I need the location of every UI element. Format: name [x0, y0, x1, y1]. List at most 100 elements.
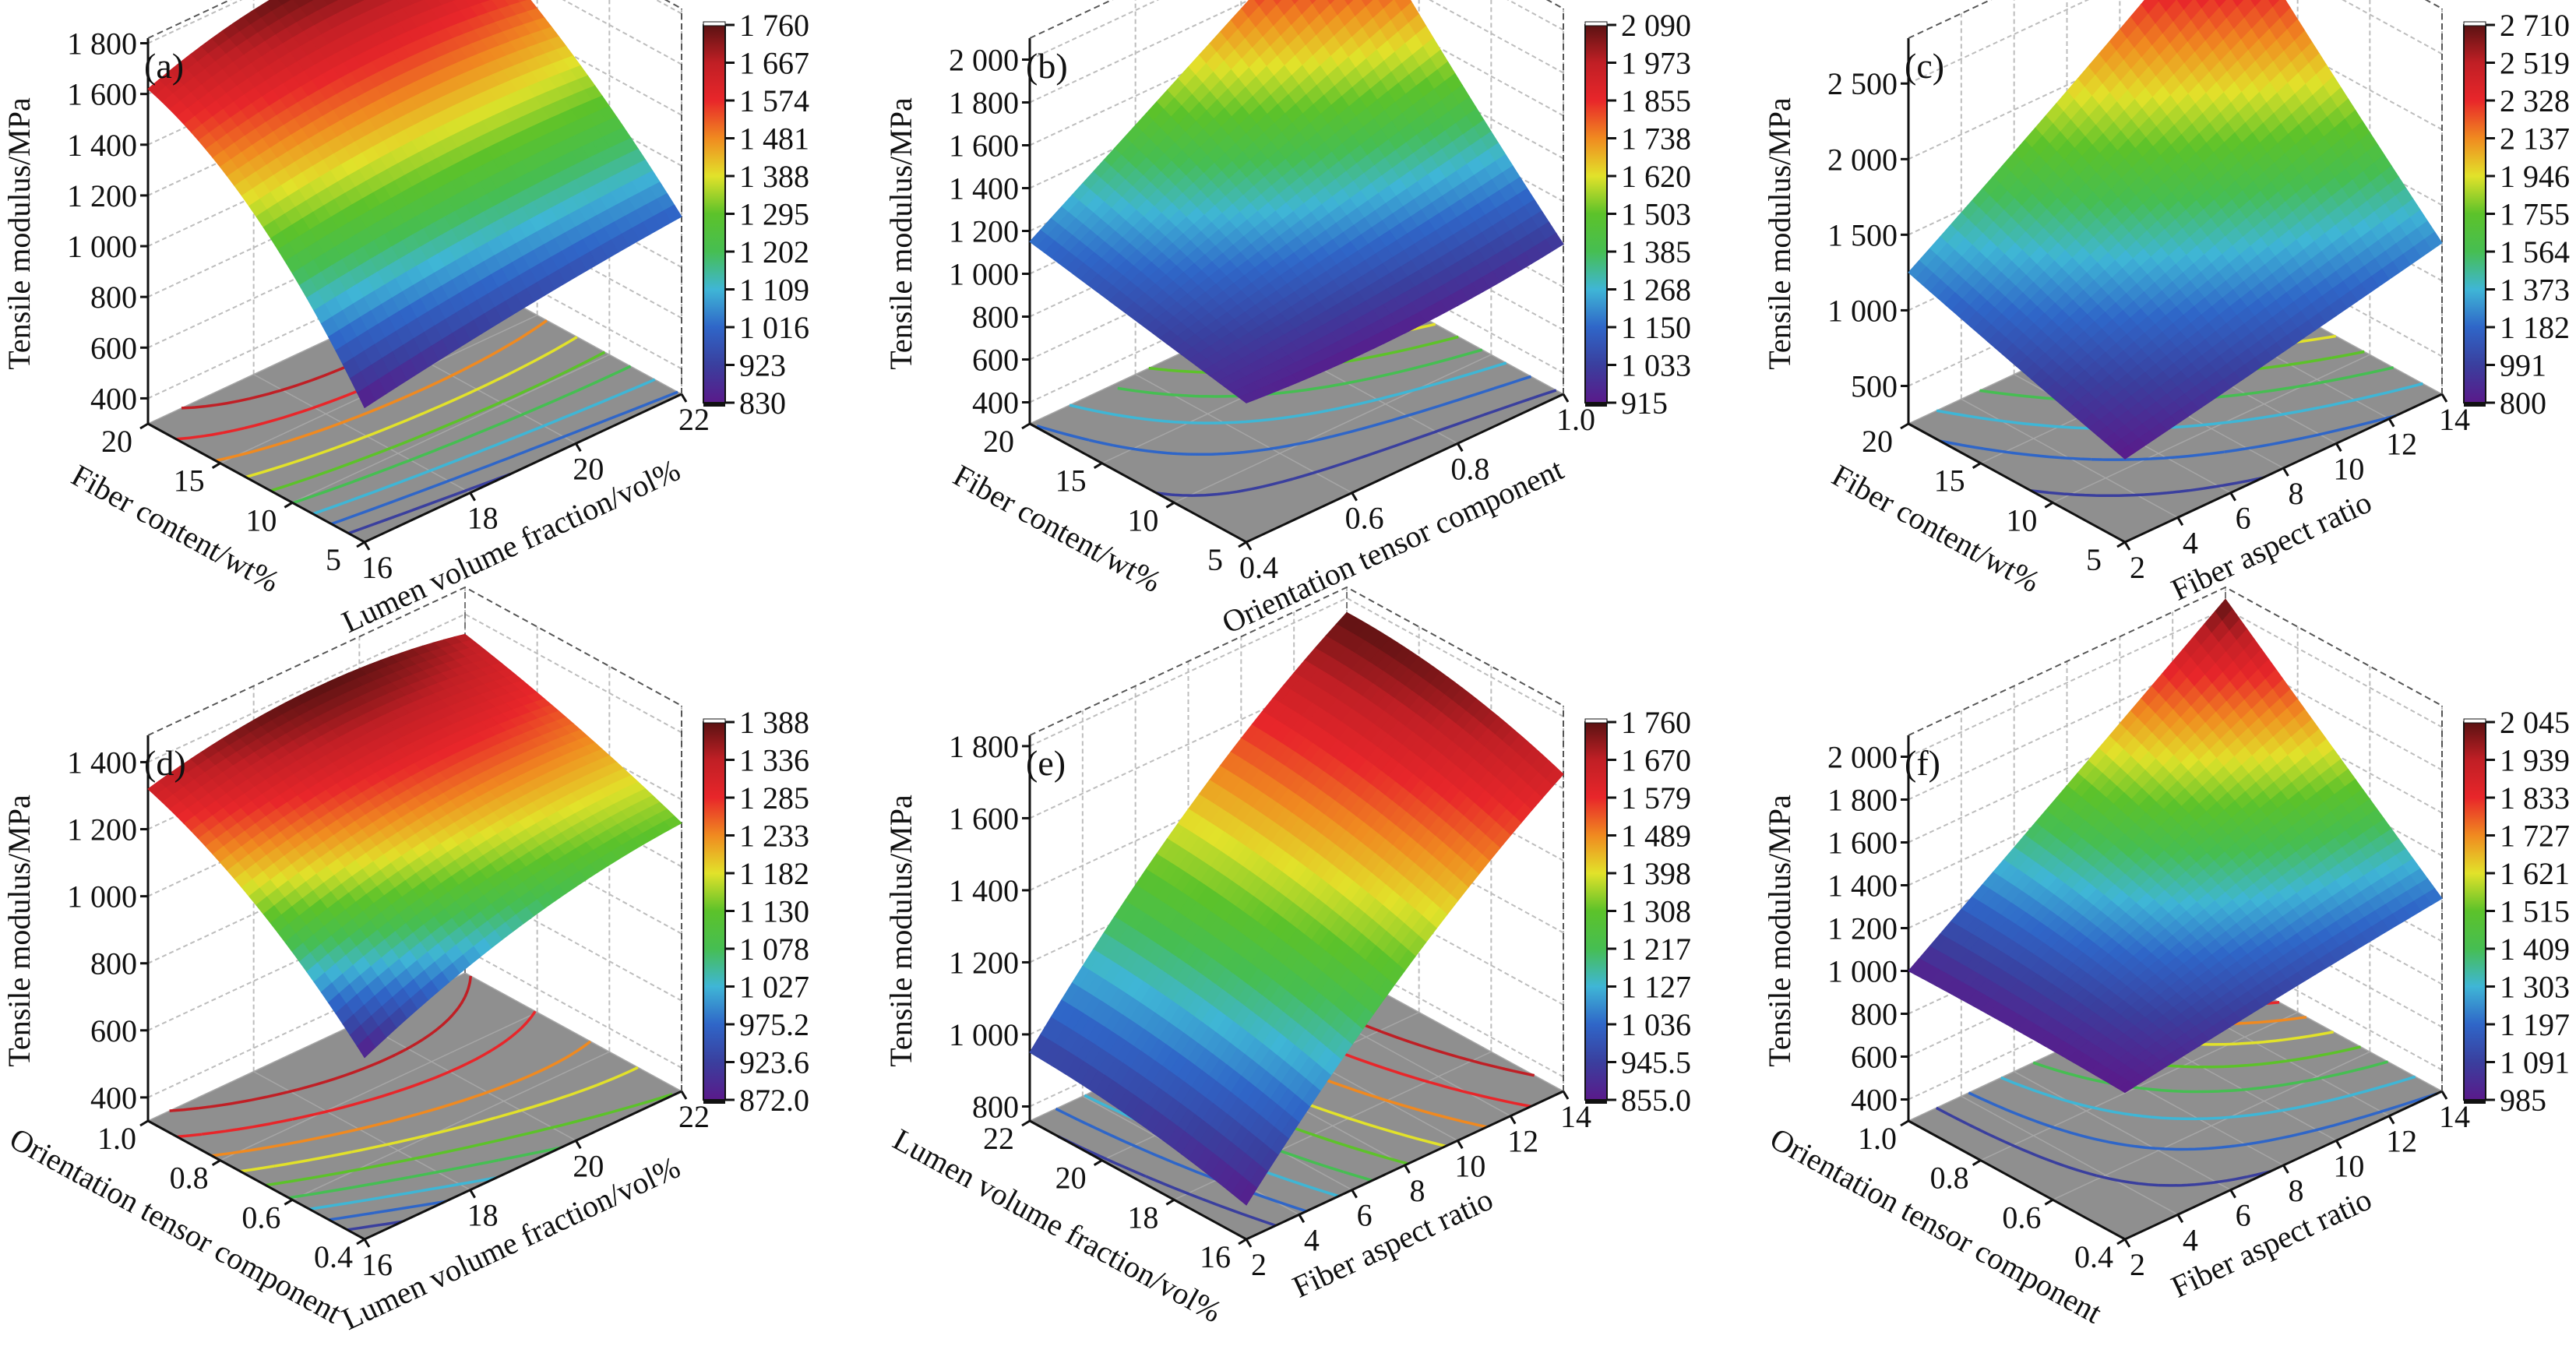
colorbar-label: 1 620	[1621, 159, 1691, 194]
floor-gridline	[253, 374, 471, 494]
colorbar	[1584, 24, 1608, 403]
y-tick-label: 1.0	[97, 1121, 136, 1156]
y-tick-label: 10	[2006, 502, 2037, 537]
y-tick-mark	[2044, 502, 2054, 509]
colorbar-label: 1 670	[1621, 743, 1691, 778]
y-tick-mark	[1238, 1238, 1247, 1246]
colorbar-label: 872.0	[739, 1083, 809, 1118]
x-tick-mark	[1457, 442, 1464, 453]
colorbar-min-cap	[703, 403, 725, 407]
z-tick-label: 800	[972, 300, 1019, 335]
y-tick-mark	[211, 1159, 221, 1166]
x-tick-mark	[575, 442, 582, 453]
x-tick-label: 12	[2386, 427, 2417, 462]
x-tick-mark	[2123, 541, 2131, 551]
x-tick-label: 8	[2289, 476, 2304, 511]
z-tick-label: 600	[90, 1013, 137, 1048]
z-tick-label: 600	[972, 343, 1019, 378]
z-tick-label: 1 000	[1827, 293, 1898, 328]
floor-gridline	[292, 354, 610, 504]
z-tick-label: 1 800	[949, 86, 1019, 121]
y-tick-mark	[356, 541, 365, 548]
colorbar-label: 1 373	[2500, 273, 2570, 308]
x-tick-mark	[1562, 1091, 1570, 1100]
colorbar-max-cap	[1584, 21, 1608, 26]
z-axis-title: Tensile modulus/MPa	[883, 97, 918, 370]
colorbar-label: 1 285	[739, 780, 809, 816]
colorbar-label: 2 328	[2500, 83, 2570, 118]
z-tick-label: 400	[972, 386, 1019, 421]
z-tick-label: 1 800	[67, 26, 137, 62]
y-tick-label: 5	[326, 542, 341, 577]
x-tick-mark	[1298, 1214, 1306, 1224]
z-tick-label: 1 400	[67, 745, 137, 780]
z-axis-title: Tensile modulus/MPa	[1762, 97, 1797, 370]
x-tick-mark	[2229, 492, 2236, 502]
colorbar-label: 923.6	[739, 1045, 809, 1080]
z-tick-label: 1 000	[949, 1017, 1019, 1052]
z-tick-label: 1 600	[67, 77, 137, 112]
colorbar-label: 975.2	[739, 1007, 809, 1042]
y-tick-label: 20	[983, 424, 1014, 459]
colorbar-label: 1 564	[2500, 234, 2570, 270]
x-tick-mark	[469, 1189, 476, 1199]
z-tick-label: 500	[1851, 368, 1898, 403]
z-tick-label: 1 400	[949, 873, 1019, 908]
colorbar-max-cap	[1584, 718, 1608, 724]
x-tick-label: 6	[1357, 1198, 1373, 1233]
x-tick-label: 6	[2236, 501, 2251, 536]
z-axis-title: Tensile modulus/MPa	[2, 97, 37, 370]
y-tick-label: 15	[1934, 463, 1965, 499]
colorbar-label: 1 574	[739, 83, 809, 118]
colorbar-label: 1 268	[1621, 273, 1691, 308]
y-tick-mark	[2116, 541, 2126, 548]
z-tick-label: 1 200	[67, 812, 137, 847]
contour-line	[312, 378, 656, 516]
colorbar-label: 1 755	[2500, 197, 2570, 232]
z-tick-label: 400	[90, 1080, 137, 1115]
x-tick-label: 22	[678, 1099, 710, 1134]
colorbar-max-cap	[703, 718, 726, 724]
z-axis-title: Tensile modulus/MPa	[2, 795, 37, 1067]
colorbar	[703, 24, 726, 403]
colorbar-label: 1 946	[2500, 159, 2570, 194]
z-tick-label: 1 000	[949, 257, 1019, 292]
colorbar-label: 1 182	[2500, 310, 2570, 345]
colorbar-label: 923	[739, 348, 786, 383]
colorbar-label: 1 489	[1621, 819, 1691, 854]
z-tick-label: 1 600	[949, 801, 1019, 836]
y-tick-label: 20	[101, 424, 132, 459]
x-tick-mark	[2387, 418, 2395, 428]
z-tick-label: 2 000	[1827, 142, 1898, 177]
z-tick-label: 1 400	[949, 171, 1019, 206]
y-tick-label: 15	[174, 463, 205, 499]
y-tick-label: 5	[1207, 542, 1223, 577]
colorbar-label: 991	[2500, 348, 2546, 383]
x-tick-mark	[680, 1091, 688, 1100]
colorbar-label: 1 078	[739, 932, 809, 967]
x-tick-mark	[363, 1238, 371, 1248]
y-tick-mark	[1165, 502, 1175, 509]
panel-label: (a)	[144, 46, 184, 86]
x-tick-mark	[1351, 492, 1358, 502]
y-tick-mark	[1165, 1199, 1175, 1206]
x-tick-label: 20	[573, 1148, 604, 1183]
z-tick-label: 1 800	[949, 729, 1019, 764]
x-tick-mark	[680, 393, 688, 403]
colorbar-min-cap	[2464, 403, 2486, 407]
colorbar-label: 2 710	[2500, 8, 2570, 43]
z-tick-label: 800	[90, 280, 137, 315]
colorbar-label: 915	[1621, 386, 1668, 421]
x-tick-mark	[2335, 442, 2342, 453]
colorbar-max-cap	[703, 21, 726, 26]
y-tick-label: 10	[1127, 502, 1158, 537]
x-tick-label: 10	[1454, 1148, 1485, 1183]
x-tick-label: 2	[2130, 550, 2145, 585]
colorbar-min-cap	[1585, 1100, 1607, 1104]
x-tick-mark	[2176, 516, 2184, 527]
x-tick-label: 14	[2439, 402, 2470, 437]
colorbar	[703, 721, 726, 1101]
x-tick-label: 0.4	[1239, 550, 1278, 585]
